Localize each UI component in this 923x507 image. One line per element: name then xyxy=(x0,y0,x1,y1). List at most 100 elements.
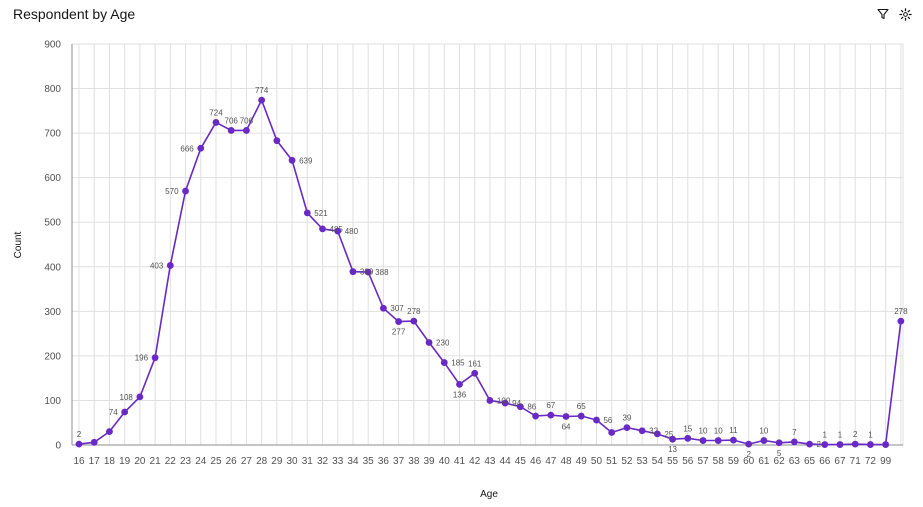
x-tick-label: 62 xyxy=(774,456,786,467)
data-label: 2 xyxy=(817,440,822,449)
x-tick-label: 44 xyxy=(500,456,512,467)
x-tick-label: 66 xyxy=(819,456,831,467)
x-tick-label: 35 xyxy=(363,456,375,467)
data-label: 388 xyxy=(375,268,389,277)
y-tick-label: 900 xyxy=(44,40,61,51)
y-tick-label: 300 xyxy=(44,307,61,318)
grid xyxy=(72,43,904,445)
x-tick-label: 99 xyxy=(880,456,892,467)
data-point xyxy=(806,440,813,448)
x-tick-label: 34 xyxy=(347,456,359,467)
data-label: 136 xyxy=(453,390,467,399)
x-tick-label: 52 xyxy=(621,456,633,467)
y-tick-label: 0 xyxy=(55,441,61,452)
data-point xyxy=(790,438,798,446)
data-point xyxy=(395,318,403,325)
x-tick-label: 46 xyxy=(530,456,542,467)
x-tick-label: 51 xyxy=(606,456,618,467)
data-point xyxy=(258,96,266,104)
data-label: 724 xyxy=(209,108,223,117)
x-tick-label: 50 xyxy=(591,456,603,467)
data-label: 1 xyxy=(823,431,828,440)
y-tick-label: 100 xyxy=(44,396,61,407)
data-point xyxy=(577,412,585,420)
data-label: 230 xyxy=(436,339,450,348)
y-tick-label: 400 xyxy=(44,262,61,273)
x-tick-label: 59 xyxy=(728,456,740,467)
x-tick-label: 49 xyxy=(576,456,588,467)
data-point xyxy=(106,428,113,436)
chart-title: Respondent by Age xyxy=(13,6,136,22)
data-label: 25 xyxy=(664,430,673,439)
data-label: 94 xyxy=(512,399,521,408)
x-tick-label: 30 xyxy=(287,456,299,467)
data-label: 185 xyxy=(451,359,465,368)
data-point xyxy=(760,437,768,444)
x-tick-label: 33 xyxy=(332,456,344,467)
x-tick-label: 24 xyxy=(195,456,207,467)
x-tick-label: 58 xyxy=(713,456,725,467)
x-tick-label: 60 xyxy=(743,456,755,467)
x-tick-label: 42 xyxy=(469,456,481,467)
data-label: 706 xyxy=(225,116,239,125)
y-tick-label: 200 xyxy=(44,351,61,362)
data-label: 403 xyxy=(150,261,164,270)
data-point xyxy=(623,424,631,432)
data-point xyxy=(410,317,418,325)
data-label: 196 xyxy=(135,354,149,363)
data-label: 65 xyxy=(577,402,586,411)
data-point xyxy=(364,268,372,276)
data-point xyxy=(714,437,722,444)
data-point xyxy=(486,397,494,404)
data-label: 11 xyxy=(729,426,738,435)
x-tick-label: 72 xyxy=(865,456,877,467)
x-tick-label: 67 xyxy=(834,456,846,467)
x-tick-label: 37 xyxy=(393,456,405,467)
data-point xyxy=(334,227,342,235)
x-tick-label: 22 xyxy=(165,456,177,467)
x-tick-label: 43 xyxy=(484,456,496,467)
data-label: 2 xyxy=(853,430,858,439)
x-tick-label: 16 xyxy=(73,456,85,467)
data-label: 86 xyxy=(527,403,536,412)
data-point xyxy=(501,399,509,407)
data-point xyxy=(75,440,83,448)
y-tick-label: 600 xyxy=(44,173,61,184)
data-point xyxy=(775,439,783,447)
data-point xyxy=(151,354,159,362)
x-tick-label: 25 xyxy=(210,456,222,467)
x-tick-label: 28 xyxy=(256,456,268,467)
data-label: 2 xyxy=(746,450,751,459)
data-point xyxy=(653,430,661,438)
data-point xyxy=(608,429,616,436)
x-tick-label: 45 xyxy=(515,456,527,467)
data-label: 7 xyxy=(792,428,797,437)
data-label: 277 xyxy=(392,328,406,337)
data-label: 570 xyxy=(165,187,179,196)
data-point xyxy=(516,403,524,411)
settings-icon xyxy=(898,7,912,21)
data-point xyxy=(227,127,235,134)
data-label: 15 xyxy=(683,424,692,433)
data-point xyxy=(425,339,433,346)
x-tick-label: 20 xyxy=(134,456,146,467)
x-tick-label: 54 xyxy=(652,456,664,467)
series-line-group xyxy=(75,96,905,448)
data-label: 161 xyxy=(468,359,482,368)
data-point xyxy=(471,369,479,377)
data-label: 32 xyxy=(649,427,658,436)
x-tick-label: 19 xyxy=(119,456,131,467)
filter-button[interactable] xyxy=(875,6,891,22)
settings-button[interactable] xyxy=(897,6,913,22)
data-label: 74 xyxy=(109,408,118,417)
data-label: 278 xyxy=(894,307,908,316)
x-tick-label: 61 xyxy=(758,456,770,467)
x-tick-label: 21 xyxy=(150,456,162,467)
data-point xyxy=(182,187,189,195)
data-label: 39 xyxy=(622,414,631,423)
data-label: 639 xyxy=(299,156,313,165)
x-tick-label: 18 xyxy=(104,456,116,467)
x-tick-label: 57 xyxy=(697,456,709,467)
